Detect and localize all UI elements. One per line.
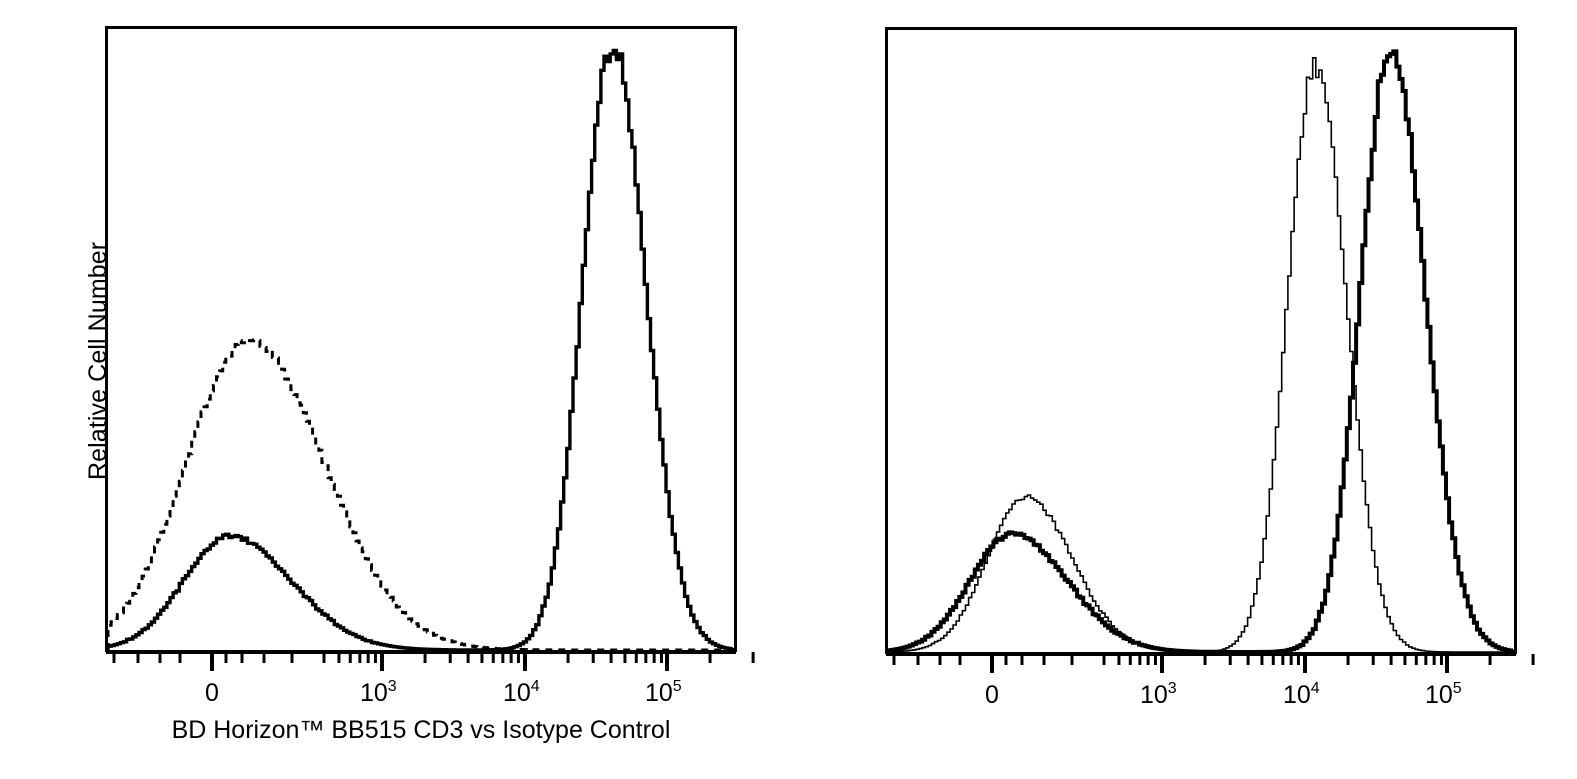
x-tick-label: 103 — [1139, 680, 1177, 709]
histogram-panel-left: Relative Cell Number BD Horizon™ BB515 C… — [84, 26, 755, 744]
x-tick-label: 0 — [985, 681, 999, 709]
histogram-plot-right — [885, 27, 1535, 673]
x-tick-label: 104 — [502, 678, 540, 707]
histogram-trace — [106, 48, 735, 652]
plot-frame — [105, 26, 737, 652]
x-tick-label: 0 — [205, 679, 219, 707]
histogram-trace — [106, 338, 734, 652]
histogram-trace — [887, 56, 1514, 653]
histogram-panel-right: Relative Cell Number BD Horizon™ BB515 v… — [780, 0, 1577, 779]
x-axis-label-left: BD Horizon™ BB515 CD3 vs Isotype Control — [171, 716, 671, 744]
y-axis-label-left: Relative Cell Number — [84, 241, 112, 480]
x-tick-label: 104 — [1282, 680, 1320, 709]
x-axis-ticks — [112, 652, 755, 671]
plot-frame — [885, 27, 1517, 654]
x-tick-label: 105 — [1424, 680, 1462, 709]
histogram-plot-left — [105, 26, 755, 671]
x-tick-label: 103 — [359, 678, 397, 707]
x-axis-ticks — [892, 654, 1535, 673]
x-tick-label: 105 — [644, 678, 682, 707]
histogram-trace — [886, 49, 1515, 654]
